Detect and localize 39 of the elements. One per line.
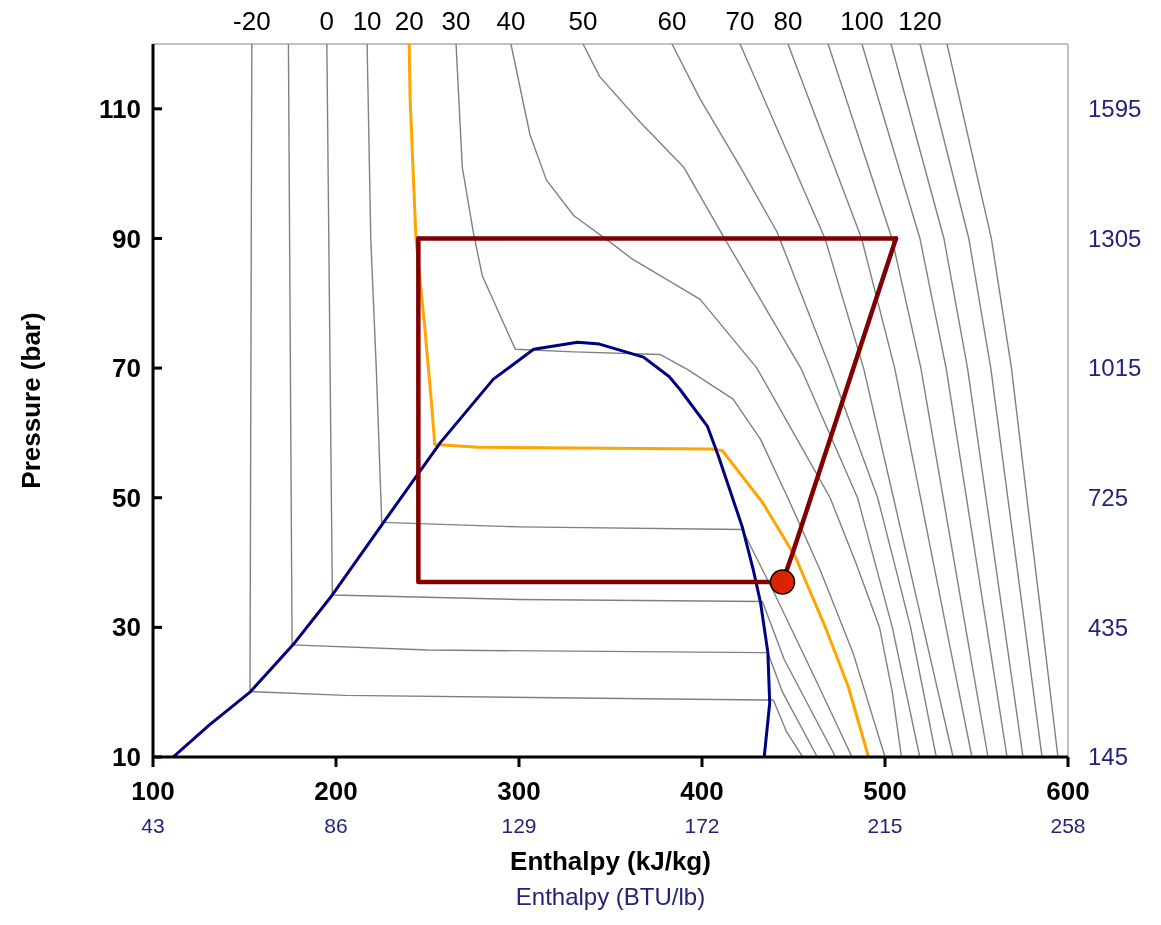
y-tick-label: 110 xyxy=(99,93,141,124)
y2-tick-label: 1015 xyxy=(1088,354,1142,382)
x2-tick-label: 86 xyxy=(324,814,348,837)
y2-tick-label: 435 xyxy=(1088,613,1129,641)
y2-tick-label: 1595 xyxy=(1088,95,1142,123)
x2-tick-label: 172 xyxy=(684,814,720,837)
y-tick-label: 70 xyxy=(112,353,141,384)
y2-tick-label: 145 xyxy=(1088,743,1129,771)
series-label: 100 xyxy=(840,6,884,36)
x-tick-label: 100 xyxy=(131,776,175,806)
series-label: 50 xyxy=(568,6,598,36)
x2-tick-label: 258 xyxy=(1050,814,1086,837)
series-label: 40 xyxy=(496,6,526,36)
x2-tick-label: 43 xyxy=(141,814,165,837)
y-tick-label: 50 xyxy=(112,482,141,513)
x-tick-label: 200 xyxy=(314,776,358,806)
x2-axis-title: Enthalpy (BTU/lb) xyxy=(515,883,706,910)
y-axis-title: Pressure (bar) xyxy=(16,312,46,489)
series-label: 70 xyxy=(725,6,755,36)
y2-tick-label: 1305 xyxy=(1088,224,1142,252)
y2-tick-label: 725 xyxy=(1088,484,1129,512)
series-label: 80 xyxy=(773,6,803,36)
x-tick-label: 300 xyxy=(497,776,541,806)
y-tick-label: 10 xyxy=(112,742,141,773)
series-label: 10 xyxy=(352,6,382,36)
y-tick-label: 30 xyxy=(112,612,141,643)
x2-tick-label: 215 xyxy=(867,814,903,837)
series-label: 0 xyxy=(319,6,335,36)
series-label: 20 xyxy=(394,6,424,36)
series-label: -20 xyxy=(233,6,271,36)
x-tick-label: 500 xyxy=(863,776,907,806)
x-axis-title: Enthalpy (kJ/kg) xyxy=(510,846,711,876)
y-tick-label: 90 xyxy=(112,223,141,254)
x-tick-label: 400 xyxy=(680,776,724,806)
x2-tick-label: 129 xyxy=(501,814,537,837)
series-label: 60 xyxy=(657,6,687,36)
series-label: 30 xyxy=(441,6,471,36)
x-tick-label: 600 xyxy=(1046,776,1090,806)
series-label: 120 xyxy=(898,6,942,36)
